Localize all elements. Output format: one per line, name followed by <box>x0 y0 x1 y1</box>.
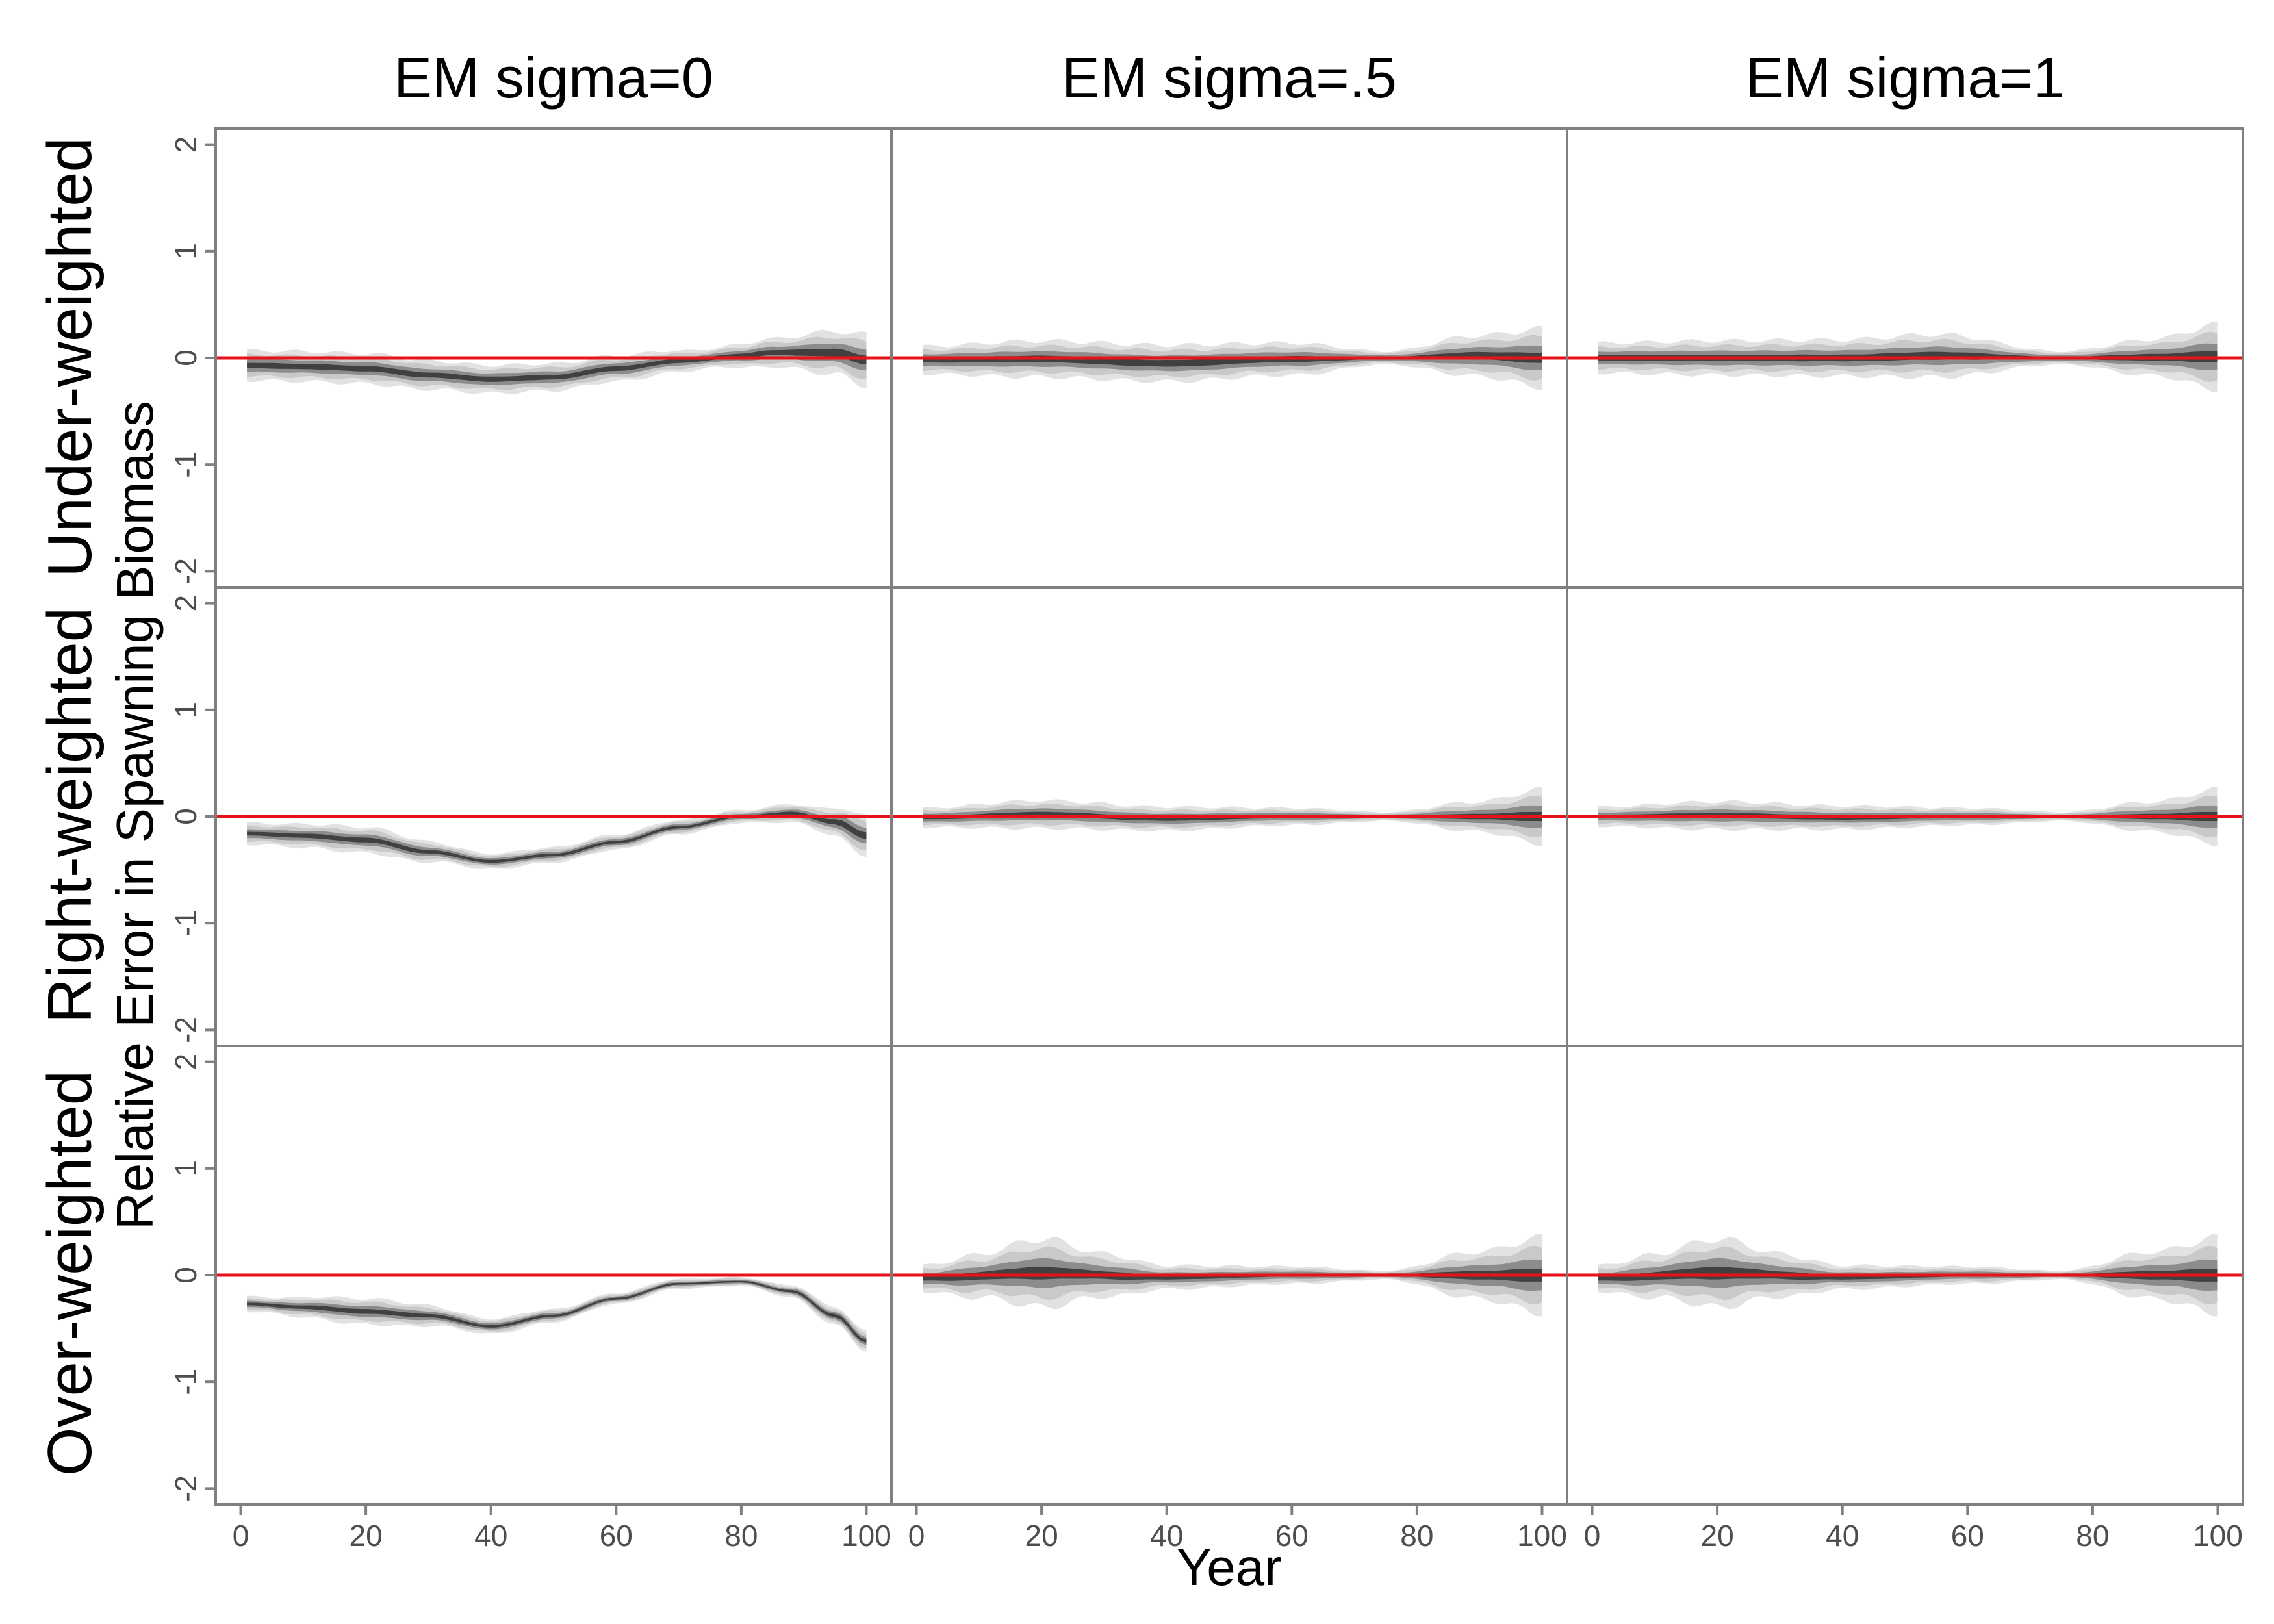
band-4-r2c2 <box>1598 1266 2218 1282</box>
y-tick-label-r2--2: -2 <box>169 1475 203 1502</box>
band-3-r1c0 <box>247 809 867 865</box>
panel-frame-r2c2 <box>1566 1045 2244 1506</box>
panel-r2c1 <box>891 1234 1567 1317</box>
column-title-sigma-0.5: EM sigma=.5 <box>1062 45 1397 110</box>
x-tick-label-c2-20: 20 <box>1701 1519 1734 1553</box>
x-tick-label-c1-80: 80 <box>1400 1519 1433 1553</box>
x-tick-label-c2-60: 60 <box>1951 1519 1984 1553</box>
column-title-sigma-0: EM sigma=0 <box>394 45 713 110</box>
panel-r2c2 <box>1567 1234 2243 1317</box>
band-4-r2c1 <box>923 1266 1542 1282</box>
x-tick-label-c0-100: 100 <box>841 1519 891 1553</box>
x-tick-label-c1-100: 100 <box>1517 1519 1567 1553</box>
panel-r2c0 <box>216 1273 891 1352</box>
y-tick-label-r2-1: 1 <box>169 1160 203 1177</box>
y-tick-label-r1-1: 1 <box>169 702 203 718</box>
y-tick-label-r0-0: 0 <box>169 349 203 366</box>
y-tick-label-r1--2: -2 <box>169 1017 203 1043</box>
panel-r1c1 <box>891 787 1567 846</box>
x-tick-label-c0-60: 60 <box>600 1519 633 1553</box>
panel-r0c2 <box>1567 321 2243 392</box>
panel-r0c0 <box>216 329 891 394</box>
panels-layer <box>216 321 2243 1352</box>
x-tick-label-c2-0: 0 <box>1584 1519 1601 1553</box>
y-tick-label-r0--2: -2 <box>169 558 203 585</box>
x-tick-label-c2-80: 80 <box>2076 1519 2109 1553</box>
x-tick-label-c2-40: 40 <box>1826 1519 1859 1553</box>
row-title-over-weighted: Over-weighted <box>35 1071 105 1476</box>
x-tick-label-c0-80: 80 <box>724 1519 758 1553</box>
y-tick-label-r2-0: 0 <box>169 1267 203 1284</box>
y-tick-label-r0-2: 2 <box>169 136 203 153</box>
x-tick-label-c0-20: 20 <box>350 1519 383 1553</box>
row-title-right-weighted: Right-weighted <box>35 607 105 1023</box>
x-tick-label-c0-0: 0 <box>233 1519 249 1553</box>
row-title-under-weighted: Under-weighted <box>35 137 105 577</box>
y-tick-label-r0--1: -1 <box>169 451 203 478</box>
x-axis-title: Year <box>1177 1538 1282 1596</box>
x-tick-label-c1-0: 0 <box>908 1519 925 1553</box>
panel-r1c2 <box>1567 787 2243 846</box>
panel-r1c0 <box>216 804 891 869</box>
panel-r0c1 <box>891 325 1567 390</box>
x-tick-label-c1-40: 40 <box>1150 1519 1183 1553</box>
x-tick-label-c0-40: 40 <box>474 1519 507 1553</box>
band-4-r2c0 <box>247 1280 867 1343</box>
y-axis-title: Relative Error in Spawning Biomass <box>106 401 164 1230</box>
x-tick-label-c2-100: 100 <box>2193 1519 2243 1553</box>
y-tick-label-r1-0: 0 <box>169 808 203 825</box>
y-tick-label-r0-1: 1 <box>169 243 203 260</box>
x-tick-label-c1-20: 20 <box>1025 1519 1058 1553</box>
x-tick-label-c1-60: 60 <box>1275 1519 1309 1553</box>
y-tick-label-r1--1: -1 <box>169 910 203 937</box>
y-tick-label-r2-2: 2 <box>169 1054 203 1071</box>
column-title-sigma-1: EM sigma=1 <box>1745 45 2065 110</box>
y-tick-label-r1-2: 2 <box>169 595 203 612</box>
y-tick-label-r2--1: -1 <box>169 1369 203 1395</box>
